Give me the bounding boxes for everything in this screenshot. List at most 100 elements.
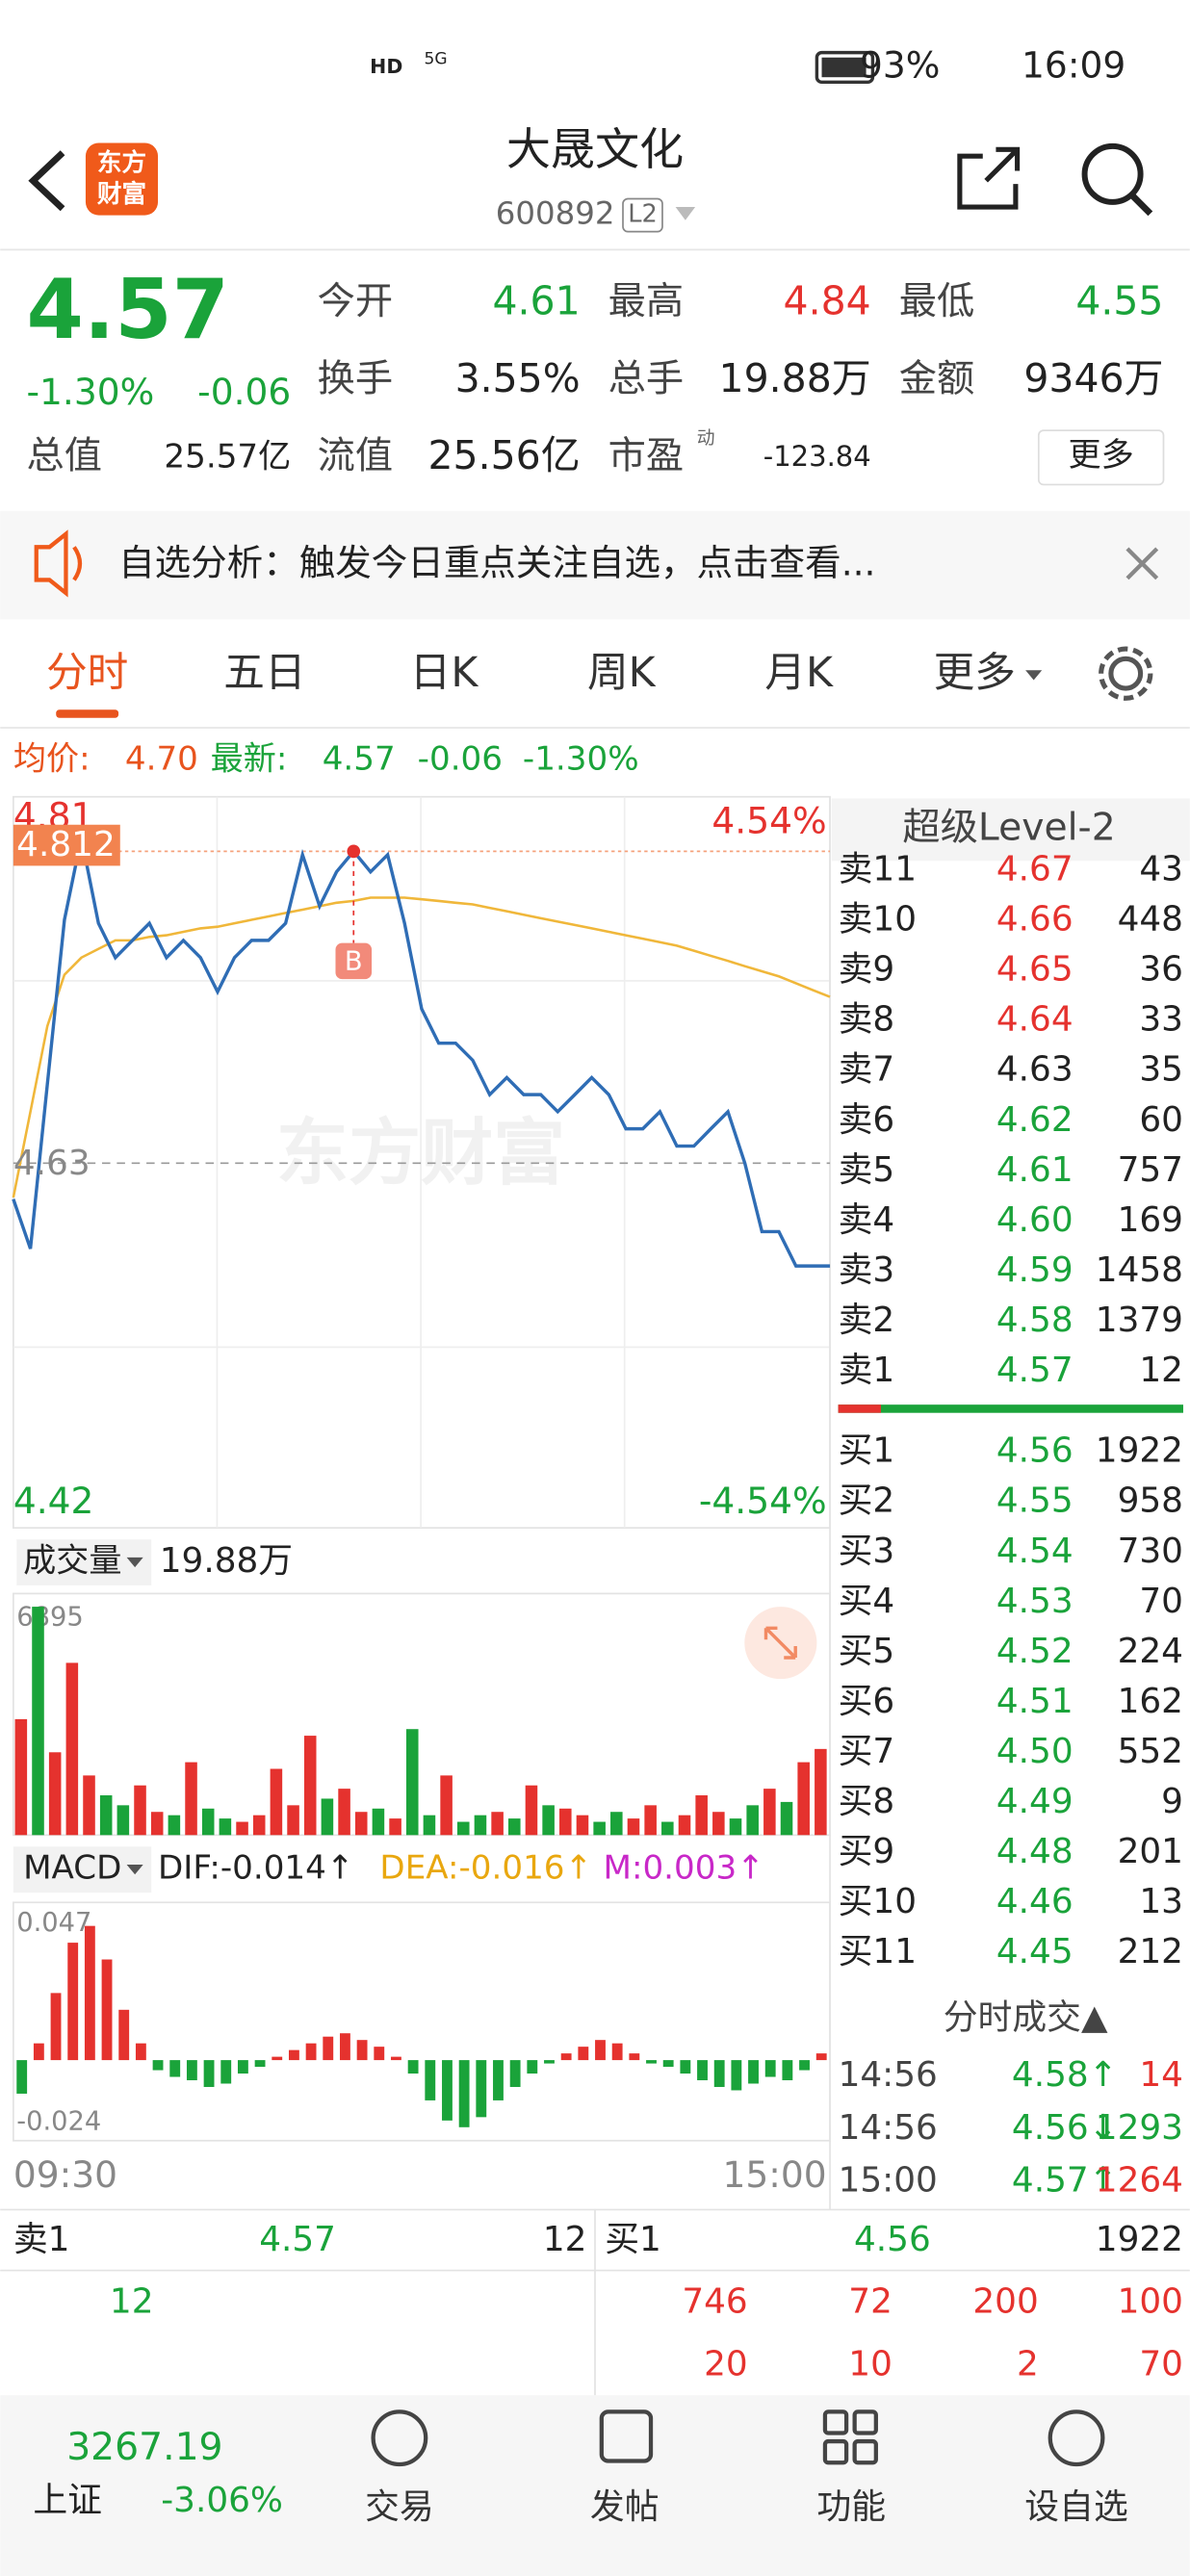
volume-bar	[627, 1818, 640, 1836]
index-name: 上证	[33, 2481, 102, 2520]
book-price: 4.63	[996, 1050, 1074, 1090]
trade-icon[interactable]	[371, 2409, 428, 2467]
macd-bar	[340, 2033, 350, 2061]
macd-bar	[169, 2060, 181, 2077]
macd-dif: DIF:-0.014↑	[158, 1849, 353, 1888]
macd-bar	[560, 2053, 572, 2061]
tab[interactable]: 月K	[764, 649, 834, 697]
settings-button[interactable]	[1108, 656, 1144, 691]
index-value[interactable]: 3267.19	[66, 2426, 222, 2469]
macd-bar	[748, 2060, 759, 2084]
change-pct: -1.30%	[27, 371, 155, 413]
volume-bar	[252, 1815, 266, 1836]
book-price: 4.58	[996, 1301, 1074, 1340]
macd-bar	[254, 2060, 266, 2068]
book-level: 买10	[839, 1882, 917, 1921]
volume-bar	[780, 1801, 793, 1836]
volume-bar	[32, 1607, 44, 1836]
book-level: 卖10	[839, 900, 917, 940]
field-label: 最低	[899, 280, 975, 323]
book-volume: 958	[1118, 1481, 1183, 1521]
book-level: 买7	[839, 1732, 895, 1771]
nav-item[interactable]: 发帖	[590, 2487, 660, 2527]
nav-item[interactable]: 设自选	[1024, 2487, 1127, 2527]
price-line	[12, 837, 831, 1268]
field-value: -123.84	[763, 440, 871, 473]
volume-bar	[287, 1805, 299, 1836]
index-pct: -3.06%	[161, 2481, 283, 2520]
summary-latest-label: 最新:	[211, 740, 288, 779]
book-level: 买3	[839, 1532, 895, 1571]
close-button[interactable]	[1125, 547, 1159, 580]
macd-bar	[101, 1959, 113, 2061]
macd-bar	[305, 2043, 317, 2061]
tab[interactable]: 周K	[587, 649, 657, 697]
tab[interactable]: 分时	[46, 649, 128, 697]
book-level: 卖5	[839, 1150, 895, 1190]
book-volume: 43	[1139, 850, 1183, 889]
volume-bar	[423, 1815, 436, 1836]
macd-selector[interactable]	[13, 1846, 152, 1893]
volume-label: 成交量	[23, 1542, 121, 1581]
function-icon[interactable]	[822, 2409, 878, 2465]
book-volume: 13	[1139, 1882, 1183, 1921]
logo	[85, 142, 159, 216]
volume-bar	[576, 1815, 589, 1836]
search-button[interactable]	[1081, 142, 1144, 205]
macd-dea: DEA:-0.016↑	[379, 1849, 592, 1888]
share-button[interactable]	[957, 146, 1021, 210]
tab[interactable]: 日K	[410, 649, 479, 697]
book-price: 4.46	[996, 1882, 1074, 1921]
macd-bar	[646, 2060, 657, 2064]
trades-title-bg	[831, 1984, 1190, 2050]
field-label: 市盈	[608, 435, 685, 478]
dropdown-icon[interactable]	[675, 207, 696, 220]
volume-bar	[134, 1785, 146, 1836]
post-icon[interactable]	[599, 2409, 654, 2463]
macd-bar	[50, 1993, 62, 2061]
macd-bar	[16, 2060, 28, 2094]
book-level: 卖6	[839, 1100, 895, 1140]
book-level: 卖2	[839, 1301, 895, 1340]
volume-bar	[661, 1821, 674, 1836]
volume-bar	[610, 1812, 623, 1836]
back-button[interactable]	[28, 150, 65, 212]
more-button[interactable]	[1037, 429, 1165, 486]
volume-total: 19.88万	[160, 1541, 293, 1581]
macd-bar	[407, 2060, 419, 2074]
book-level: 买9	[839, 1832, 895, 1871]
trades-title: 分时成交▲	[944, 1997, 1108, 2037]
nav-item[interactable]: 交易	[365, 2487, 434, 2527]
field-label: 总值	[27, 435, 102, 478]
watch-icon[interactable]	[1048, 2409, 1105, 2467]
nav-item[interactable]: 功能	[816, 2487, 886, 2527]
book-volume: 757	[1118, 1150, 1183, 1190]
high-tag: 4.812	[16, 825, 116, 864]
notice-bar[interactable]	[0, 510, 1190, 620]
volume-bar	[83, 1775, 95, 1836]
field-label: 换手	[318, 357, 394, 400]
volume-bar	[236, 1821, 248, 1836]
depth-price: 4.56	[854, 2220, 931, 2259]
volume-bar	[508, 1818, 521, 1836]
macd-bar	[680, 2060, 691, 2074]
buy-order: 10	[848, 2345, 892, 2384]
trade-volume: 14	[1139, 2055, 1183, 2095]
book-volume: 1922	[1096, 1431, 1183, 1471]
y-bottom-pct: -4.54%	[699, 1480, 827, 1522]
volume-bar	[405, 1729, 419, 1836]
macd-bar	[84, 1925, 95, 2061]
dropdown-icon	[126, 1865, 143, 1875]
trade-price: 4.58↑	[1012, 2055, 1118, 2095]
volume-bar	[474, 1815, 487, 1836]
book-level: 卖11	[839, 850, 917, 889]
book-price: 4.59	[996, 1250, 1074, 1290]
macd-label: MACD	[23, 1849, 121, 1888]
tab[interactable]: 五日	[223, 649, 305, 697]
macd-bar	[374, 2047, 385, 2061]
volume-bar	[48, 1752, 62, 1836]
volume-selector[interactable]	[16, 1539, 152, 1585]
tab[interactable]: 更多	[934, 649, 1016, 697]
tab-underline	[56, 709, 119, 718]
volume-bar	[99, 1795, 113, 1836]
